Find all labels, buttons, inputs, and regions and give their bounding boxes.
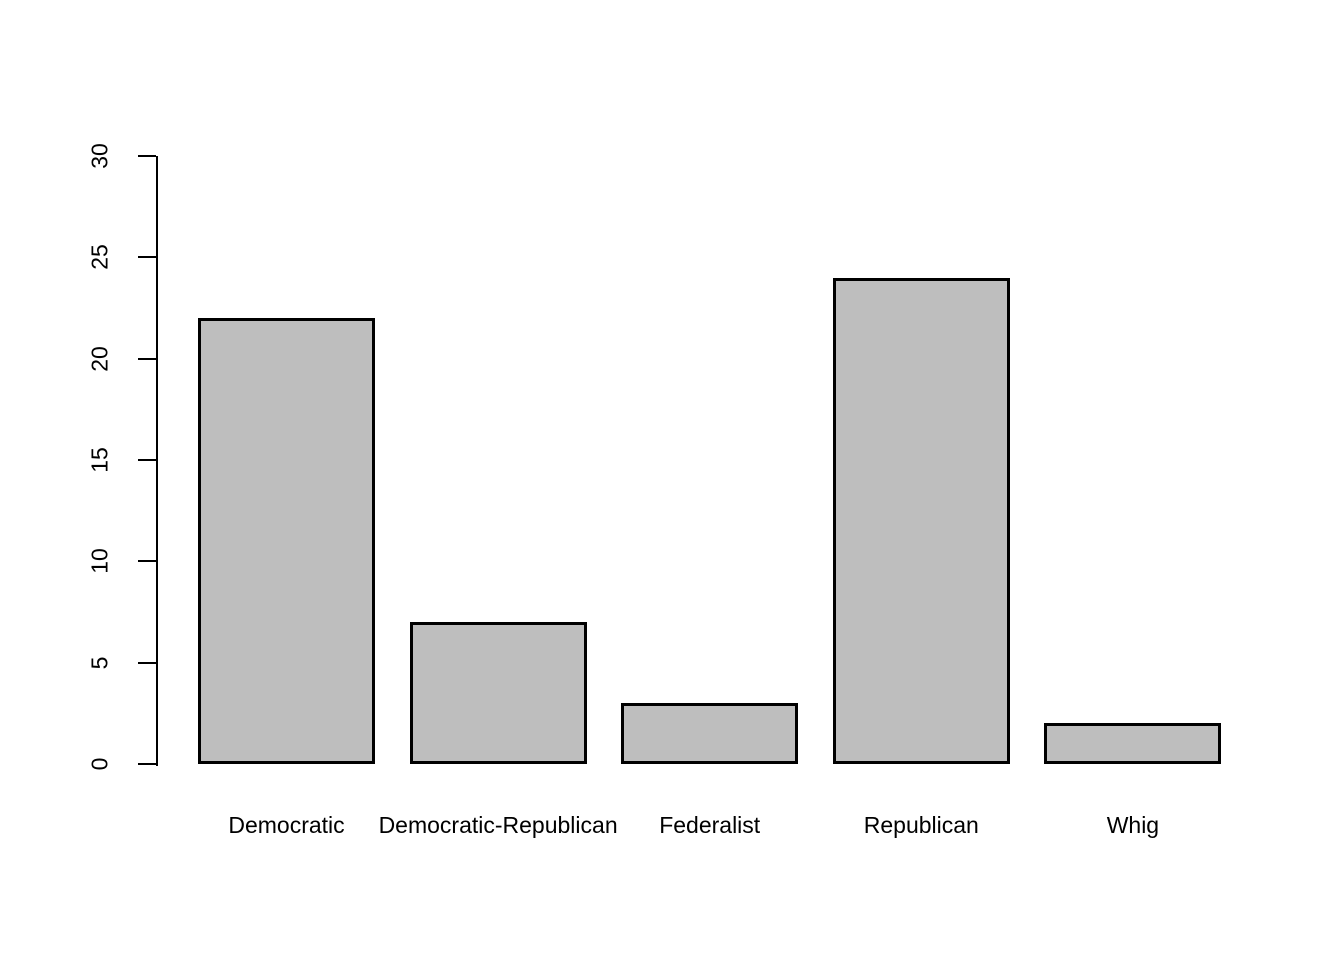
y-tick-label: 30	[86, 143, 113, 169]
y-tick-mark	[138, 256, 156, 259]
bar-democratic-republican	[409, 622, 587, 764]
y-tick-label: 5	[86, 656, 113, 670]
y-tick-mark	[138, 155, 156, 157]
y-tick-mark	[138, 459, 156, 461]
y-tick-label: 0	[86, 757, 113, 771]
bar-democratic	[198, 318, 375, 764]
y-tick-label: 15	[86, 447, 113, 473]
x-tick-label-democratic: Democratic	[228, 812, 345, 838]
y-tick-mark	[138, 560, 156, 563]
y-tick-mark	[138, 661, 156, 664]
x-tick-label-whig: Whig	[1106, 812, 1160, 838]
y-axis-line	[156, 156, 158, 766]
y-tick-mark	[138, 357, 156, 360]
y-tick-label: 20	[86, 345, 113, 372]
y-tick-label: 10	[86, 548, 113, 575]
y-tick-label: 25	[86, 244, 113, 271]
bar-republican	[832, 277, 1010, 764]
x-tick-label-democratic-republican: Democratic-Republican	[378, 812, 618, 838]
x-tick-label-republican: Republican	[863, 812, 979, 838]
x-tick-label-federalist: Federalist	[659, 812, 761, 838]
bar-whig	[1044, 723, 1222, 764]
y-tick-mark	[138, 763, 156, 765]
bar-federalist	[621, 703, 799, 764]
